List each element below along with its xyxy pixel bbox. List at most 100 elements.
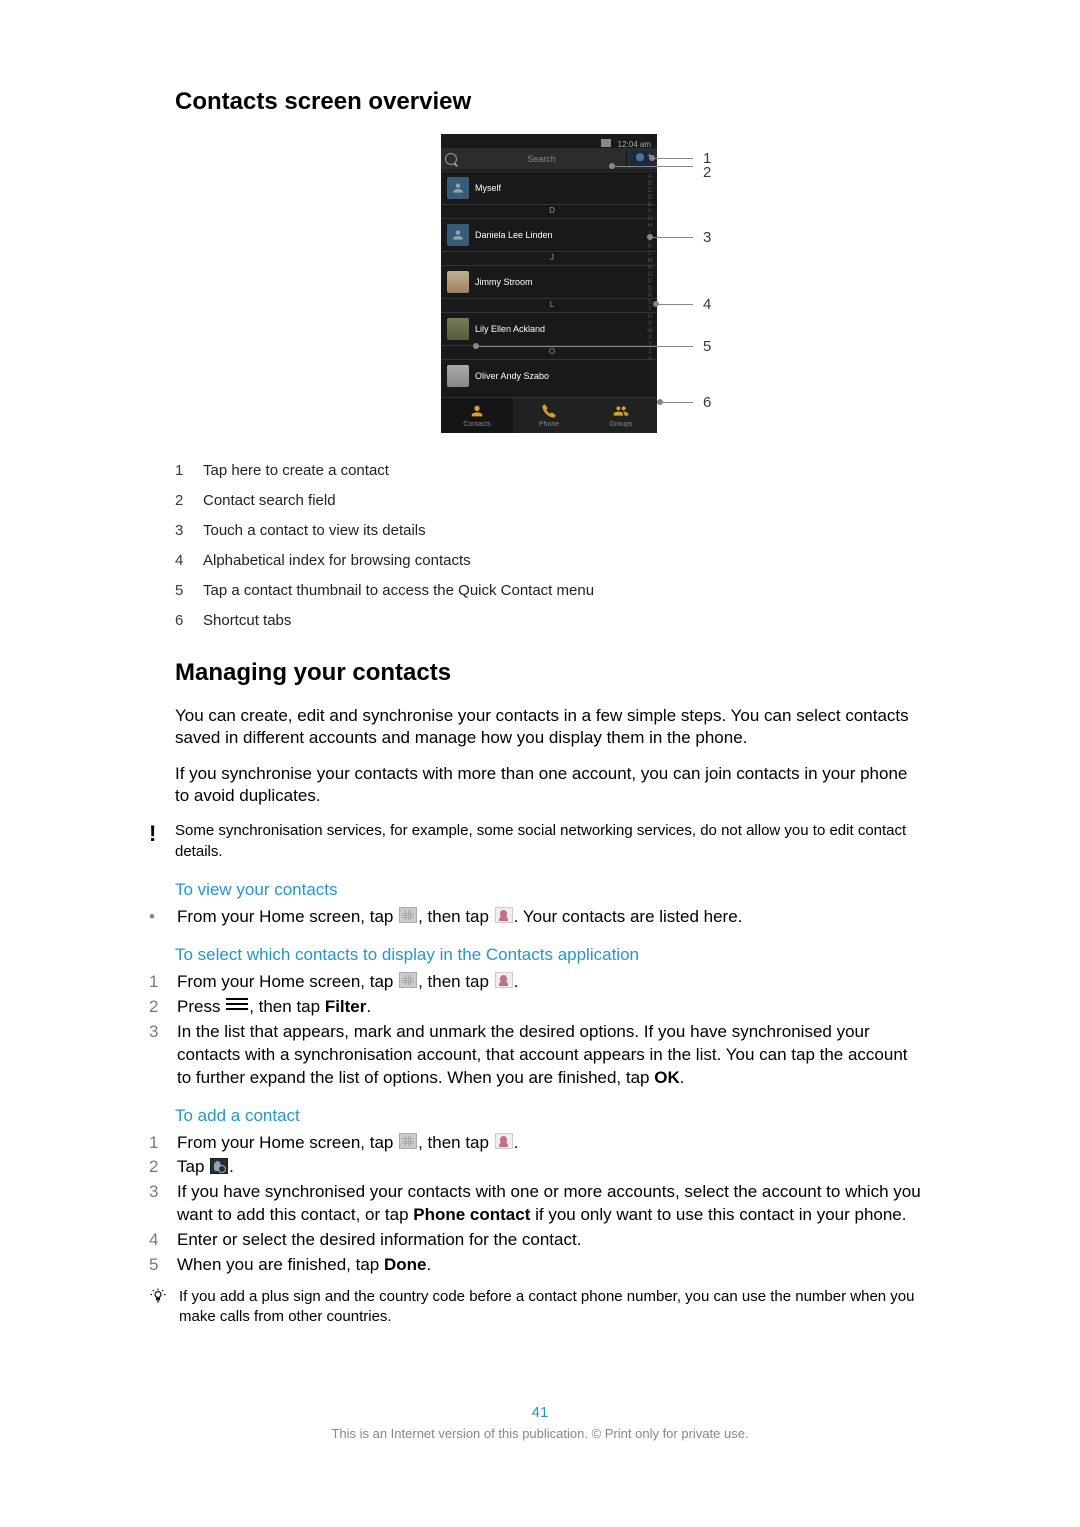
contacts-app-icon (495, 1133, 513, 1149)
step-number: 1 (149, 971, 177, 994)
callout-dot (653, 301, 659, 307)
step-row: 5 When you are finished, tap Done. (149, 1254, 923, 1277)
apps-grid-icon (399, 907, 417, 923)
bold-text: OK (654, 1068, 680, 1087)
tip-note: If you add a plus sign and the country c… (149, 1287, 923, 1328)
tab-label: Contacts (463, 421, 491, 428)
tab-groups[interactable]: Groups (585, 398, 657, 433)
text-part: In the list that appears, mark and unmar… (177, 1022, 908, 1087)
text-part: From your Home screen, tap (177, 907, 398, 926)
text-part: , then tap (418, 972, 494, 991)
callout-6: 6 (703, 394, 711, 411)
callout-dot (473, 343, 479, 349)
contact-name: Myself (475, 183, 501, 193)
section-d: D (441, 204, 657, 218)
bold-text: Done (384, 1255, 427, 1274)
search-placeholder: Search (461, 154, 622, 164)
text-part: . (680, 1068, 685, 1087)
page-number: 41 (532, 1404, 549, 1421)
step-row: 1 From your Home screen, tap , then tap … (149, 971, 923, 994)
bullet-step: • From your Home screen, tap , then tap … (149, 906, 923, 929)
apps-grid-icon (399, 1133, 417, 1149)
avatar-thumbnail[interactable] (447, 318, 469, 340)
bullet-icon: • (149, 906, 177, 929)
text-part: , then tap (249, 997, 325, 1016)
legend-row: 1Tap here to create a contact (175, 462, 923, 479)
text-part: Tap (177, 1157, 209, 1176)
status-time: 12:04 am (618, 140, 651, 149)
legend-row: 6Shortcut tabs (175, 612, 923, 629)
heading-managing-contacts: Managing your contacts (175, 659, 923, 687)
contacts-app-icon (495, 972, 513, 988)
contact-l[interactable]: Lily Ellen Ackland (441, 312, 657, 345)
search-divider (626, 151, 627, 167)
legend-num: 1 (175, 462, 203, 479)
contact-j[interactable]: Jimmy Stroom (441, 265, 657, 298)
heading-contacts-overview: Contacts screen overview (175, 88, 923, 116)
search-icon (445, 153, 457, 165)
contact-d[interactable]: Daniela Lee Linden (441, 218, 657, 251)
callout-line (655, 304, 693, 305)
callout-4: 4 (703, 296, 711, 313)
legend-text: Tap a contact thumbnail to access the Qu… (203, 582, 923, 599)
status-bar: 12:04 am (441, 134, 657, 148)
callout-dot (657, 399, 663, 405)
legend-text: Contact search field (203, 492, 923, 509)
callout-3: 3 (703, 229, 711, 246)
avatar-icon (447, 224, 469, 246)
tab-contacts[interactable]: Contacts (441, 398, 513, 433)
text-part: Press (177, 997, 225, 1016)
legend-num: 4 (175, 552, 203, 569)
contact-name: Jimmy Stroom (475, 277, 533, 287)
avatar-self-icon (447, 177, 469, 199)
callout-line (611, 166, 693, 167)
contact-o[interactable]: Oliver Andy Szabo (441, 359, 657, 392)
callout-2: 2 (703, 164, 711, 181)
important-note: ! Some synchronisation services, for exa… (149, 821, 923, 862)
section-l: L (441, 298, 657, 312)
step-text: Press , then tap Filter. (177, 996, 923, 1019)
step-text: When you are finished, tap Done. (177, 1254, 923, 1277)
legend-list: 1Tap here to create a contact 2Contact s… (175, 462, 923, 629)
step-text: From your Home screen, tap , then tap . (177, 1132, 923, 1155)
legend-row: 4Alphabetical index for browsing contact… (175, 552, 923, 569)
subheading-view-contacts: To view your contacts (175, 880, 923, 900)
legend-row: 3Touch a contact to view its details (175, 522, 923, 539)
note-text: Some synchronisation services, for examp… (175, 821, 923, 862)
callout-dot (647, 234, 653, 240)
add-person-icon (210, 1158, 228, 1174)
avatar-thumbnail[interactable] (447, 271, 469, 293)
text-part: From your Home screen, tap (177, 1133, 398, 1152)
step-number: 4 (149, 1229, 177, 1252)
important-icon: ! (149, 821, 175, 862)
step-row: 2 Press , then tap Filter. (149, 996, 923, 1019)
text-part: . (514, 1133, 519, 1152)
screenshot-panel: 12:04 am Search Myself D Daniela Lee Lin… (175, 134, 923, 438)
callout-line (651, 158, 693, 159)
avatar-thumbnail[interactable] (447, 365, 469, 387)
alpha-index[interactable]: ABCDEFGHIJKLMNOPQRSTUVWXYZ# (645, 174, 655, 363)
signal-icon (601, 139, 611, 147)
text-part: , then tap (418, 907, 494, 926)
phone-screenshot: 12:04 am Search Myself D Daniela Lee Lin… (441, 134, 657, 433)
contact-self[interactable]: Myself (441, 171, 657, 204)
tip-icon (149, 1287, 179, 1328)
legend-text: Shortcut tabs (203, 612, 923, 629)
callout-line (475, 346, 693, 347)
search-row[interactable]: Search (441, 148, 657, 171)
text-part: . (366, 997, 371, 1016)
step-number: 2 (149, 996, 177, 1019)
step-row: 1 From your Home screen, tap , then tap … (149, 1132, 923, 1155)
menu-icon (226, 998, 248, 1012)
step-number: 1 (149, 1132, 177, 1155)
contact-name: Lily Ellen Ackland (475, 324, 545, 334)
bold-text: Filter (325, 997, 367, 1016)
legend-num: 2 (175, 492, 203, 509)
callout-dot (609, 163, 615, 169)
shortcut-tabs: Contacts Phone Groups (441, 397, 657, 433)
tab-label: Groups (610, 421, 633, 428)
text-part: From your Home screen, tap (177, 972, 398, 991)
subheading-add-contact: To add a contact (175, 1106, 923, 1126)
tab-phone[interactable]: Phone (513, 398, 585, 433)
step-number: 3 (149, 1021, 177, 1090)
